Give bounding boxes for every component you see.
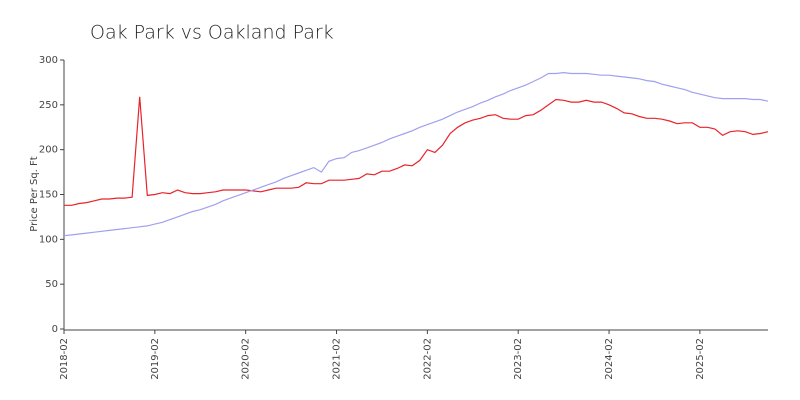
y-tick-label: 150	[39, 190, 58, 201]
line-series	[63, 71, 769, 237]
y-tick-label: 50	[45, 279, 58, 290]
x-tick-label: 2019-02	[150, 338, 161, 380]
y-tick-label: 300	[39, 55, 58, 66]
x-tick-label: 2021-02	[332, 338, 343, 380]
line-series	[64, 96, 769, 206]
y-tick-label: 0	[52, 324, 58, 335]
x-tick-label: 2018-02	[59, 338, 70, 380]
x-tick-label: 2022-02	[422, 338, 433, 380]
x-tick-label: 2020-02	[241, 338, 252, 380]
x-tick-label: 2025-02	[695, 338, 706, 380]
y-axis-label: Price Per Sq. Ft	[29, 156, 40, 231]
y-tick-label: 100	[39, 234, 58, 245]
y-tick-label: 200	[39, 145, 58, 156]
x-tick-label: 2024-02	[604, 338, 615, 380]
y-tick-label: 250	[39, 100, 58, 111]
chart-title: Oak Park vs Oakland Park	[90, 22, 334, 44]
x-tick-label: 2023-02	[513, 338, 524, 380]
